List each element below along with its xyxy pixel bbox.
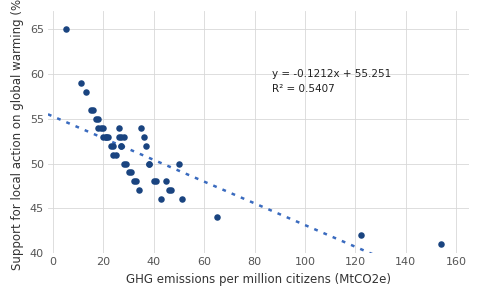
Point: [165, 188, 173, 193]
Point: [127, 170, 135, 175]
Point: [137, 125, 145, 130]
Point: [115, 134, 122, 139]
Y-axis label: Support for local action on global warming (%): Support for local action on global warmi…: [11, 0, 24, 270]
Point: [107, 143, 115, 148]
Point: [102, 134, 110, 139]
Point: [89, 107, 97, 112]
Point: [117, 143, 125, 148]
Point: [168, 188, 175, 193]
Point: [92, 116, 100, 121]
Point: [109, 143, 117, 148]
Point: [178, 197, 185, 202]
Point: [120, 161, 127, 166]
Point: [95, 125, 102, 130]
Point: [125, 170, 132, 175]
Point: [117, 143, 125, 148]
Point: [130, 179, 137, 184]
Point: [145, 161, 153, 166]
Point: [112, 152, 120, 157]
Point: [87, 107, 95, 112]
Text: y = -0.1212x + 55.251
R² = 0.5407: y = -0.1212x + 55.251 R² = 0.5407: [272, 69, 392, 94]
Point: [102, 134, 110, 139]
Point: [153, 179, 160, 184]
Point: [140, 134, 147, 139]
Point: [150, 179, 157, 184]
Point: [99, 125, 107, 130]
Point: [135, 188, 143, 193]
Point: [62, 27, 70, 31]
Point: [117, 134, 125, 139]
Point: [105, 134, 112, 139]
Point: [120, 134, 127, 139]
X-axis label: GHG emissions per million citizens (MtCO2e): GHG emissions per million citizens (MtCO…: [126, 273, 391, 286]
Point: [122, 161, 130, 166]
Point: [213, 215, 221, 220]
Point: [145, 161, 153, 166]
Point: [175, 161, 183, 166]
Point: [97, 125, 105, 130]
Point: [143, 143, 150, 148]
Point: [109, 152, 117, 157]
Point: [357, 233, 364, 238]
Point: [163, 179, 170, 184]
Point: [99, 134, 107, 139]
Point: [437, 242, 445, 247]
Point: [95, 116, 102, 121]
Point: [77, 80, 84, 85]
Point: [132, 179, 140, 184]
Point: [157, 197, 165, 202]
Point: [82, 89, 90, 94]
Point: [115, 125, 122, 130]
